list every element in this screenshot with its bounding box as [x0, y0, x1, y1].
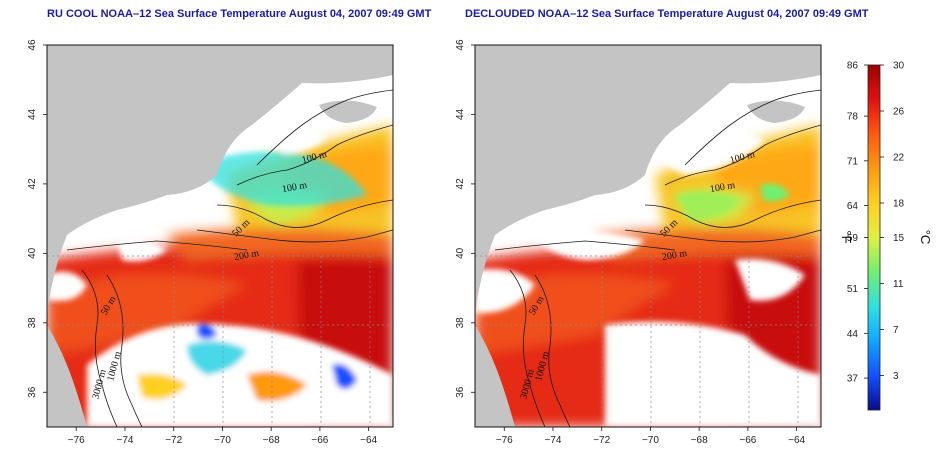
left-x-tick-label: −76	[68, 435, 85, 446]
left-x-tick-label: −74	[116, 435, 133, 446]
left-x-tick-label: −66	[311, 435, 328, 446]
left-contour-label: 100 m	[281, 180, 308, 195]
right-y-tick-label: 42	[455, 178, 466, 190]
axes-layer: −76 −74 −72 −70 −68 −66 −64 36 38 40 42 44 46 −76 −74 −…	[27, 39, 806, 446]
right-x-tick-label: −66	[739, 435, 756, 446]
right-y-tick-label: 38	[455, 317, 466, 329]
colorbar-ticks: 30 26 22 18 15 11 7 3 86 78 71 64 59 51 44 37	[847, 61, 905, 385]
right-x-tick-label: −72	[593, 435, 610, 446]
fahrenheit-tick-label: 64	[847, 201, 859, 212]
left-y-tick-label: 44	[27, 108, 38, 120]
right-x-tick-label: −76	[496, 435, 513, 446]
right-map	[475, 45, 821, 427]
left-y-tick-label: 36	[27, 386, 38, 398]
celsius-tick-label: 11	[893, 279, 904, 290]
left-cloud-field	[47, 64, 393, 427]
right-y-tick-label: 36	[455, 386, 466, 398]
left-x-tick-label: −72	[165, 435, 182, 446]
right-panel-title: DECLOUDED NOAA–12 Sea Surface Temperatur…	[465, 8, 869, 20]
left-map-frame	[46, 44, 394, 428]
left-x-tick-label: −70	[214, 435, 231, 446]
right-y-tick-label: 40	[455, 247, 466, 259]
right-x-tick-label: −68	[691, 435, 708, 446]
left-y-tick-label: 42	[27, 178, 38, 190]
right-y-tick-label: 44	[455, 108, 466, 120]
fahrenheit-tick-label: 86	[847, 61, 859, 72]
fahrenheit-tick-label: 78	[847, 112, 859, 123]
left-x-tick-label: −68	[263, 435, 280, 446]
left-y-tick-label: 40	[27, 247, 38, 259]
left-contour-label: 200 m	[233, 248, 260, 263]
right-contour-label: 200 m	[661, 248, 688, 263]
right-decloud-gaps	[475, 122, 821, 427]
celsius-tick-label: 26	[893, 107, 905, 118]
celsius-unit: °C	[918, 230, 933, 245]
right-x-tick-label: −70	[642, 435, 659, 446]
fahrenheit-tick-label: 37	[847, 374, 859, 385]
left-panel-title: RU COOL NOAA–12 Sea Surface Temperature …	[47, 8, 432, 20]
fahrenheit-tick-label: 44	[847, 329, 859, 340]
fahrenheit-tick-label: 71	[847, 156, 859, 167]
left-x-tick-label: −64	[360, 435, 377, 446]
left-y-tick-label: 46	[27, 39, 38, 51]
left-map	[47, 45, 393, 427]
celsius-tick-label: 22	[893, 153, 905, 164]
left-y-tick-label: 38	[27, 317, 38, 329]
fahrenheit-tick-label: 51	[847, 284, 859, 295]
right-map-frame	[474, 44, 822, 428]
celsius-tick-label: 3	[893, 371, 899, 382]
fahrenheit-unit: °F	[839, 230, 854, 243]
right-contour-label: 100 m	[709, 180, 736, 195]
right-x-tick-label: −64	[788, 435, 805, 446]
right-x-tick-label: −74	[544, 435, 561, 446]
celsius-tick-label: 30	[893, 61, 905, 72]
celsius-tick-label: 18	[893, 199, 905, 210]
right-y-tick-label: 46	[455, 39, 466, 51]
celsius-tick-label: 7	[893, 325, 899, 336]
fahrenheit-tick-label: 59	[847, 233, 859, 244]
colorbar	[867, 64, 881, 411]
celsius-tick-label: 15	[893, 233, 905, 244]
